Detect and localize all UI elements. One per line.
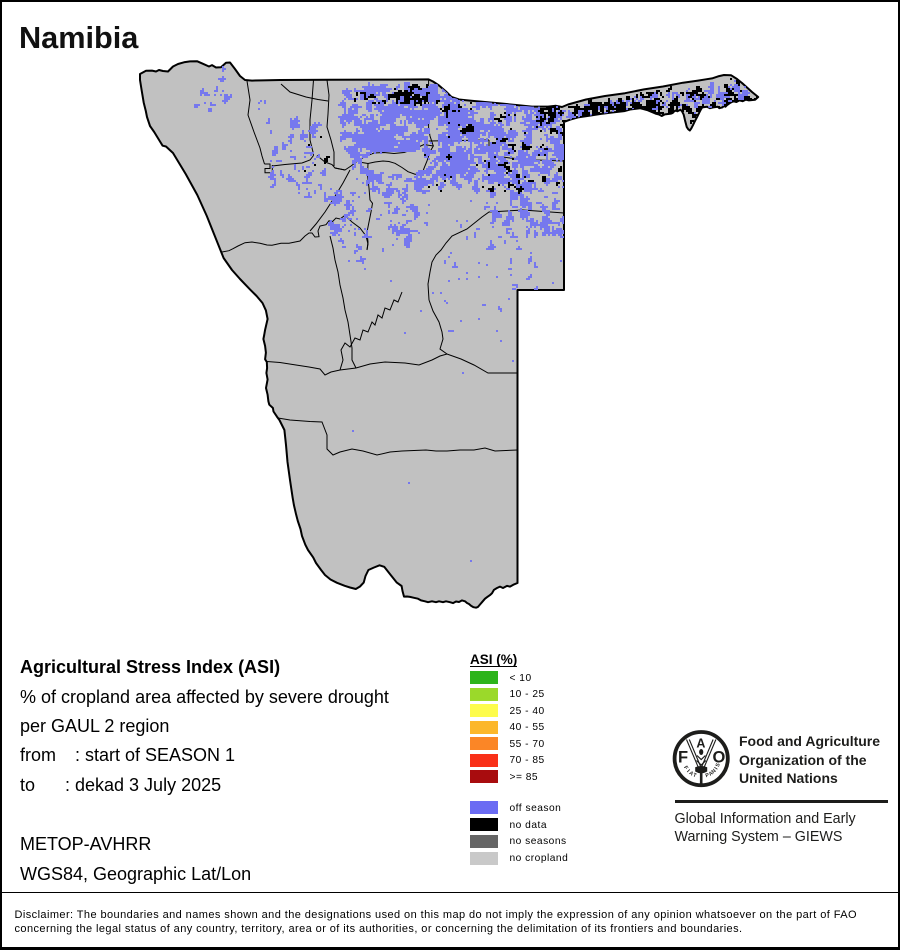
svg-text:A: A: [688, 770, 695, 777]
svg-text:N: N: [711, 768, 718, 775]
svg-text:F: F: [682, 765, 689, 772]
svg-text:T: T: [692, 772, 698, 779]
svg-text:I: I: [714, 766, 720, 771]
svg-text:S: S: [715, 762, 722, 768]
svg-text:F: F: [678, 749, 688, 767]
svg-text:O: O: [713, 749, 726, 767]
svg-text:A: A: [696, 737, 705, 751]
svg-text:I: I: [685, 769, 691, 775]
svg-text:A: A: [708, 771, 715, 778]
svg-text:P: P: [705, 772, 711, 779]
